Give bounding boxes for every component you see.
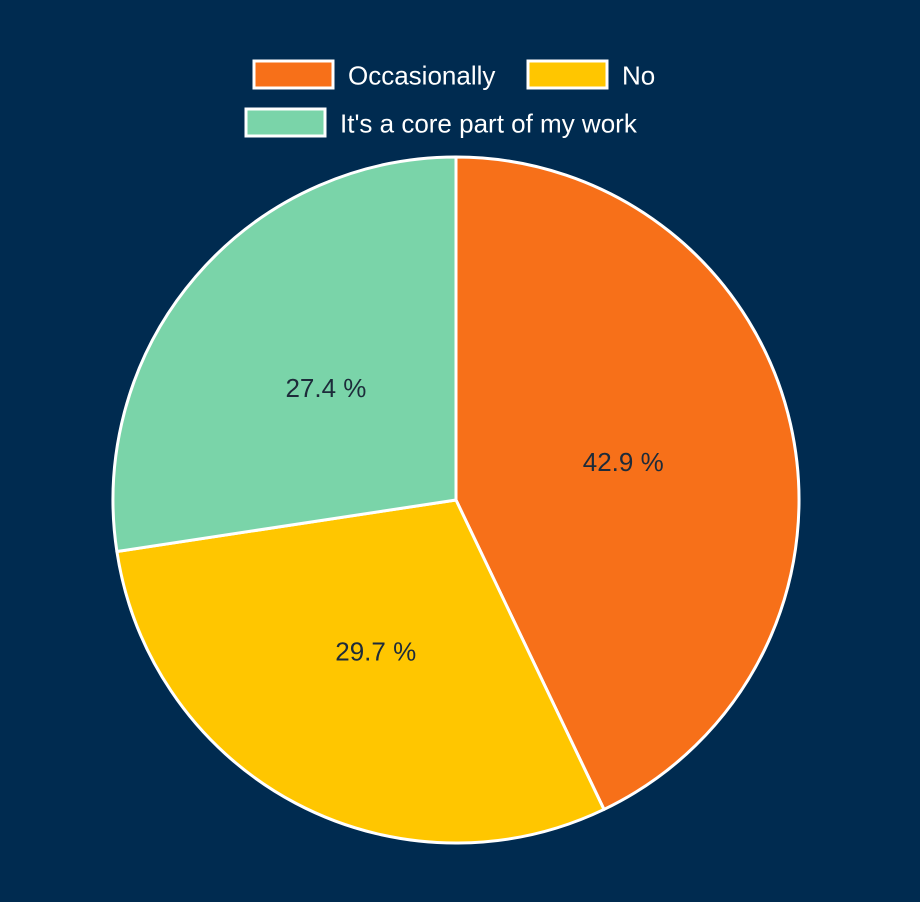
legend-swatch-1 — [252, 59, 335, 90]
pie-slice-2[interactable] — [115, 498, 606, 845]
legend-swatch-2 — [526, 59, 609, 90]
legend-label-2: No — [622, 61, 655, 91]
legend-swatch-3 — [244, 107, 327, 138]
legend-label-3: It's a core part of my work — [340, 109, 638, 139]
slice-label-3: 27.4 % — [285, 373, 366, 403]
legend-item-3[interactable]: It's a core part of my work — [244, 107, 638, 139]
legend-label-1: Occasionally — [348, 61, 495, 91]
slice-label-1: 42.9 % — [583, 447, 664, 477]
pie-slice-3[interactable] — [111, 155, 458, 554]
legend-item-2[interactable]: No — [526, 59, 655, 91]
pie-slice-labels: 42.9 % 29.7 % 27.4 % — [285, 373, 663, 666]
legend-item-1[interactable]: Occasionally — [252, 59, 495, 91]
slice-label-2: 29.7 % — [335, 637, 416, 667]
pie-slices — [111, 155, 801, 845]
legend: Occasionally No It's a core part of my wor… — [244, 59, 655, 139]
pie-slice-1[interactable] — [454, 155, 801, 811]
